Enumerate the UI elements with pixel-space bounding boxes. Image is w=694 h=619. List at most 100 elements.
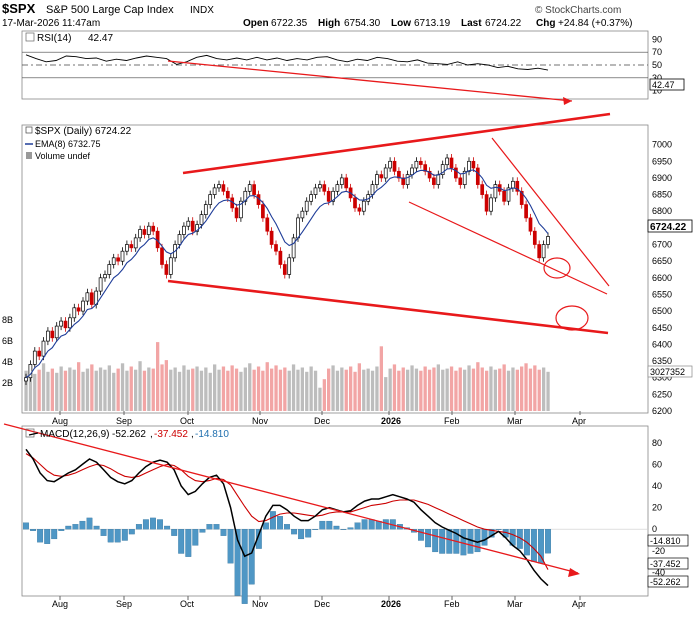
macd-histogram-bar [284,524,290,530]
price-x-label: Feb [444,416,460,426]
macd-histogram-bar [516,529,523,549]
candle-body [506,187,511,202]
rsi-legend-box [25,32,35,42]
price-y-tick: 6700 [652,240,672,250]
macd-legend-sep: , [150,429,153,440]
volume-bar [370,370,375,411]
macd-histogram-bar [227,529,234,564]
candle-body [410,167,414,176]
volume-bar [528,368,533,411]
volume-bar [230,365,234,411]
high-label: High [318,18,340,29]
price-y-tick: 6600 [652,273,672,283]
macd-histogram-bar [269,511,276,530]
volume-bar [366,368,370,411]
candle-body [300,210,305,219]
volume-bar [120,363,125,411]
volume-bar [186,369,190,411]
volume-bar [467,365,471,411]
volume-bar [243,367,247,411]
macd-trendline-arrow [568,568,580,577]
wedge-upper-line [491,137,610,287]
volume-bar [151,368,155,411]
price-last-tag: 6724.22 [650,222,687,233]
candle-body [318,184,322,189]
rsi-trendline [167,60,573,102]
candle-body [528,217,533,232]
volume-bar [195,366,199,411]
volume-bar [261,370,265,411]
volume-bar [169,369,173,411]
rsi-legend-value: 42.47 [88,33,113,44]
macd-histogram-bar [495,529,502,530]
macd-histogram-bar [100,529,107,536]
volume-bar [291,364,296,411]
price-y-tick: 6550 [652,289,672,299]
rsi-legend-label: RSI(14) [37,33,71,44]
candle-body [41,340,46,357]
volume-bar [454,370,458,411]
volume-bar [318,387,322,411]
volume-bar [463,369,467,411]
macd-histogram-bar [72,524,79,530]
index-name: S&P 500 Large Cap Index [46,4,174,16]
candle-body [541,244,546,259]
volume-bar [520,366,524,411]
candle-body [339,177,344,185]
macd-histogram-bar [135,524,142,530]
macd-histogram-bar [326,520,333,530]
candle-body [252,184,256,195]
price-x-label: Sep [116,416,132,426]
candle-body [282,264,287,275]
candle-body [72,307,77,319]
macd-x-label: Nov [252,599,269,609]
target-circle-lower [555,305,589,331]
macd-histogram-bar [298,529,305,540]
macd-histogram-bar [37,529,44,543]
candle-body [186,220,191,227]
candle-body [32,350,37,365]
macd-histogram-bar [142,519,149,530]
macd-histogram-bar [347,527,354,530]
candle-body [313,187,318,195]
price-x-label: Oct [180,416,195,426]
macd-histogram-bar [164,525,171,530]
candle-body [379,174,384,179]
volume-bar [256,366,261,411]
macd-histogram-bar [178,529,185,554]
volume-bar [85,368,90,411]
volume-bar [410,365,414,411]
exchange-label: INDX [190,5,214,16]
volume-bar [515,369,519,411]
volume-bar [138,361,142,411]
macd-histogram-bar [30,529,37,531]
volume-bar [436,364,440,411]
volume-bar [234,368,239,411]
chg-value: +24.84 (+0.37%) [558,18,633,29]
macd-histogram-bar [79,520,86,530]
candle-body [98,277,103,292]
volume-bar [506,370,511,411]
volume-bar [305,371,309,411]
target-circle-upper [543,257,571,279]
volume-bar [379,346,383,411]
macd-histogram-bar [213,524,220,530]
volume-bar [335,370,340,411]
macd-tag: -37.452 [650,559,681,569]
volume-bar [46,371,50,411]
open-value: 6722.35 [271,18,308,29]
candle-body [493,184,498,199]
low-value: 6713.19 [414,18,451,29]
candle-body [59,320,63,327]
candle-body [423,164,428,172]
candle-body [427,170,432,179]
volume-tag-box [647,365,693,378]
macd-y-tick: 40 [652,481,662,491]
candle-body [383,167,388,179]
upper-channel-line [182,112,611,175]
price-y-tick: 6900 [652,173,672,183]
volume-bar [327,368,331,411]
volume-bar [375,366,379,411]
price-legend-box [25,126,33,134]
